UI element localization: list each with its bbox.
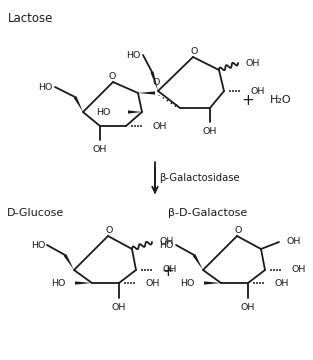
Text: HO: HO bbox=[160, 240, 174, 249]
Text: D-Glucose: D-Glucose bbox=[7, 208, 64, 218]
Text: OH: OH bbox=[160, 238, 174, 247]
Polygon shape bbox=[204, 282, 221, 285]
Text: HO: HO bbox=[38, 82, 52, 91]
Polygon shape bbox=[74, 96, 83, 112]
Text: +: + bbox=[242, 93, 254, 108]
Text: OH: OH bbox=[112, 303, 126, 312]
Text: O: O bbox=[190, 47, 198, 56]
Text: O: O bbox=[152, 78, 160, 87]
Text: OH: OH bbox=[251, 86, 265, 95]
Polygon shape bbox=[64, 254, 74, 270]
Text: H₂O: H₂O bbox=[270, 95, 292, 105]
Text: OH: OH bbox=[275, 279, 290, 288]
Text: OH: OH bbox=[292, 266, 306, 275]
Polygon shape bbox=[138, 91, 155, 95]
Polygon shape bbox=[128, 111, 142, 114]
Text: OH: OH bbox=[287, 238, 301, 247]
Text: HO: HO bbox=[181, 279, 195, 288]
Text: HO: HO bbox=[52, 279, 66, 288]
Text: O: O bbox=[108, 72, 116, 81]
Text: β-D-Galactose: β-D-Galactose bbox=[168, 208, 247, 218]
Text: Lactose: Lactose bbox=[8, 12, 54, 25]
Text: OH: OH bbox=[93, 145, 107, 154]
Text: OH: OH bbox=[241, 303, 255, 312]
Text: +: + bbox=[162, 265, 174, 279]
Text: OH: OH bbox=[163, 266, 177, 275]
Text: O: O bbox=[105, 226, 113, 235]
Polygon shape bbox=[75, 282, 92, 285]
Text: HO: HO bbox=[31, 240, 45, 249]
Text: O: O bbox=[234, 226, 242, 235]
Polygon shape bbox=[151, 72, 158, 91]
Text: β-Galactosidase: β-Galactosidase bbox=[159, 173, 240, 183]
Text: HO: HO bbox=[127, 50, 141, 59]
Text: OH: OH bbox=[153, 122, 167, 131]
Text: HO: HO bbox=[97, 108, 111, 117]
Polygon shape bbox=[192, 254, 203, 270]
Text: OH: OH bbox=[246, 59, 260, 68]
Text: OH: OH bbox=[146, 279, 160, 288]
Text: OH: OH bbox=[203, 127, 217, 136]
